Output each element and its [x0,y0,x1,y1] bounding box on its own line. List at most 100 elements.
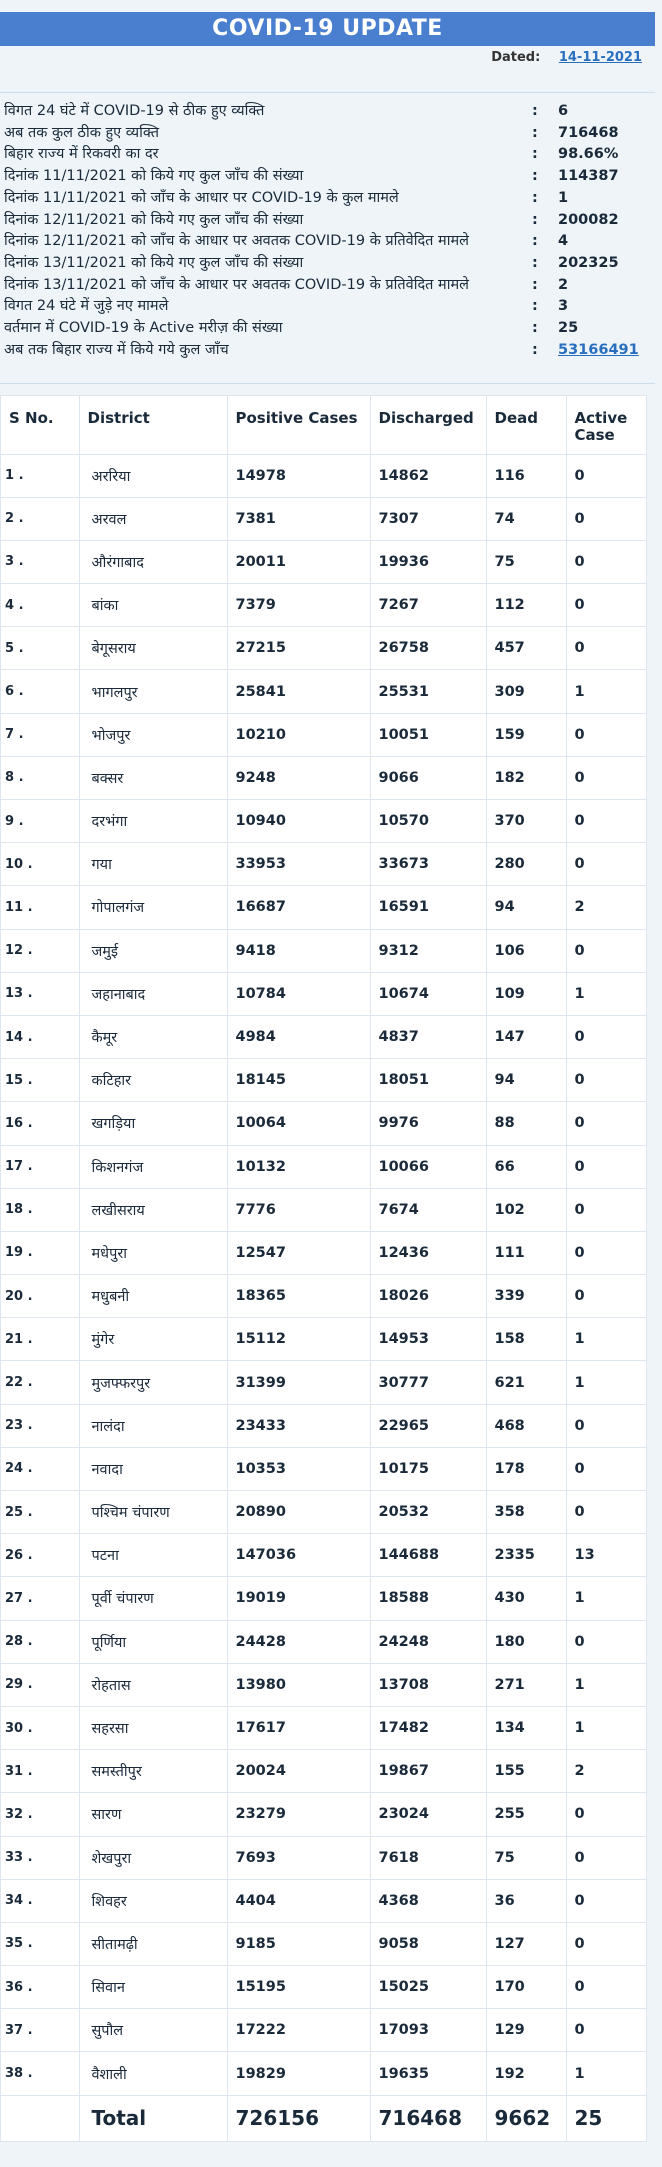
cell-active: 0 [566,1447,646,1492]
cell-active: 0 [566,1101,646,1146]
cell-sno: 23 . [1,1404,80,1448]
cell-positive: 16687 [227,885,371,930]
cell-discharged: 13708 [370,1663,487,1707]
cell-discharged: 33673 [370,842,487,887]
cell-active: 0 [566,1792,646,1837]
table-row: 31 . समस्तीपुर 20024 19867 155 2 [1,1749,646,1794]
cell-active: 0 [566,1620,646,1664]
cell-dead: 180 [486,1620,567,1664]
cell-positive: 23433 [227,1404,371,1448]
cell-sno: 34 . [1,1879,80,1923]
summary-colon: : [532,341,538,358]
cell-active: 0 [566,1058,646,1103]
summary-value: 98.66% [558,146,619,163]
cell-positive: 7693 [227,1836,371,1880]
cell-sno: 12 . [1,929,80,973]
table-row: 30 . सहरसा 17617 17482 134 1 [1,1706,646,1751]
cell-district: बांका [79,583,228,628]
cell-sno: 18 . [1,1188,80,1232]
cell-active: 1 [566,1706,646,1751]
cell-discharged: 19635 [370,2051,487,2096]
cell-positive: 147036 [227,1533,371,1578]
cell-positive: 25841 [227,669,371,714]
table-row: 20 . मधुबनी 18365 18026 339 0 [1,1274,646,1319]
cell-positive: 24428 [227,1620,371,1664]
cell-district: नवादा [79,1447,228,1492]
summary-row: बिहार राज्य में रिकवरी का दर: 98.66% [4,144,654,165]
cell-active: 0 [566,1145,646,1189]
summary-colon: : [532,320,538,336]
table-row: 17 . किशनगंज 10132 10066 66 0 [1,1145,646,1189]
cell-active: 0 [566,2008,646,2053]
cell-district: शिवहर [79,1879,228,1923]
cell-district: जहानाबाद [79,972,228,1016]
cell-active: 1 [566,1360,646,1405]
summary-row: विगत 24 घंटे में COVID-19 से ठीक हुए व्य… [4,101,654,122]
cell-sno: 1 . [1,454,80,498]
cell-discharged: 20532 [370,1490,487,1535]
cell-sno: 31 . [1,1749,80,1794]
dated-link[interactable]: 14-11-2021 [558,50,642,65]
summary-label: दिनांक 12/11/2021 को किये गए कुल जाँच की… [4,211,304,228]
cell-sno: 19 . [1,1231,80,1276]
cell-discharged: 19867 [370,1749,487,1794]
cell-sno: 10 . [1,842,80,887]
table-row: 33 . शेखपुरा 7693 7618 75 0 [1,1836,646,1880]
cell-sno: 26 . [1,1533,80,1578]
cell-dead: 430 [486,1576,567,1621]
cell-discharged: 4837 [370,1015,487,1060]
table-row: 11 . गोपालगंज 16687 16591 94 2 [1,885,646,930]
cell-sno: 5 . [1,626,80,671]
table-row: 13 . जहानाबाद 10784 10674 109 1 [1,972,646,1016]
summary-colon: : [532,298,538,315]
cell-district: जमुई [79,929,228,973]
cell-district: लखीसराय [79,1188,228,1232]
col-header-discharged: Discharged [370,396,487,455]
cell-district: कैमूर [79,1015,228,1060]
cell-positive: 9418 [227,929,371,973]
cell-active: 0 [566,713,646,757]
cell-active: 1 [566,972,646,1016]
cell-active: 13 [566,1533,646,1578]
cell-active: 0 [566,1922,646,1967]
cell-positive: 19829 [227,2051,371,2096]
summary-colon: : [532,254,538,271]
cell-dead: 468 [486,1404,567,1448]
cell-dead: 102 [486,1188,567,1232]
table-row: 12 . जमुई 9418 9312 106 0 [1,929,646,973]
total-tests-link[interactable]: 53166491 [558,341,639,358]
cell-active: 0 [566,929,646,973]
cell-sno: 14 . [1,1015,80,1060]
cell-dead: 88 [486,1101,567,1146]
cell-dead: 74 [486,497,567,541]
cell-discharged: 17482 [370,1706,487,1751]
cell-dead: 155 [486,1749,567,1794]
summary-label: विगत 24 घंटे में COVID-19 से ठीक हुए व्य… [4,103,265,119]
table-row: 36 . सिवान 15195 15025 170 0 [1,1965,646,2010]
summary-row: वर्तमान में COVID-19 के Active मरीज़ की … [4,318,654,339]
cell-sno: 28 . [1,1620,80,1664]
cell-district: अरवल [79,497,228,541]
summary-label: दिनांक 12/11/2021 को जाँच के आधार पर अवत… [4,233,469,250]
table-row: 5 . बेगूसराय 27215 26758 457 0 [1,626,646,671]
cell-dead: 621 [486,1360,567,1405]
summary-label: वर्तमान में COVID-19 के Active मरीज़ की … [4,320,283,336]
cell-positive: 10064 [227,1101,371,1146]
summary-label: अब तक बिहार राज्य में किये गये कुल जाँच [4,341,229,358]
summary-label: दिनांक 11/11/2021 को किये गए कुल जाँच की… [4,168,304,185]
cell-discharged: 10051 [370,713,487,757]
cell-sno: 7 . [1,713,80,757]
cell-dead: 109 [486,972,567,1016]
table-row: 32 . सारण 23279 23024 255 0 [1,1792,646,1837]
table-row: 23 . नालंदा 23433 22965 468 0 [1,1404,646,1448]
cell-district: सहरसा [79,1706,228,1751]
page-title: COVID-19 UPDATE [0,12,655,46]
table-row: 25 . पश्चिम चंपारण 20890 20532 358 0 [1,1490,646,1535]
cell-discharged: 9058 [370,1922,487,1967]
table-row: 7 . भोजपुर 10210 10051 159 0 [1,713,646,757]
cell-district: औरंगाबाद [79,540,228,585]
cell-sno: 6 . [1,669,80,714]
cell-positive: 15195 [227,1965,371,2010]
cell-sno: 32 . [1,1792,80,1837]
cell-positive: 7379 [227,583,371,628]
